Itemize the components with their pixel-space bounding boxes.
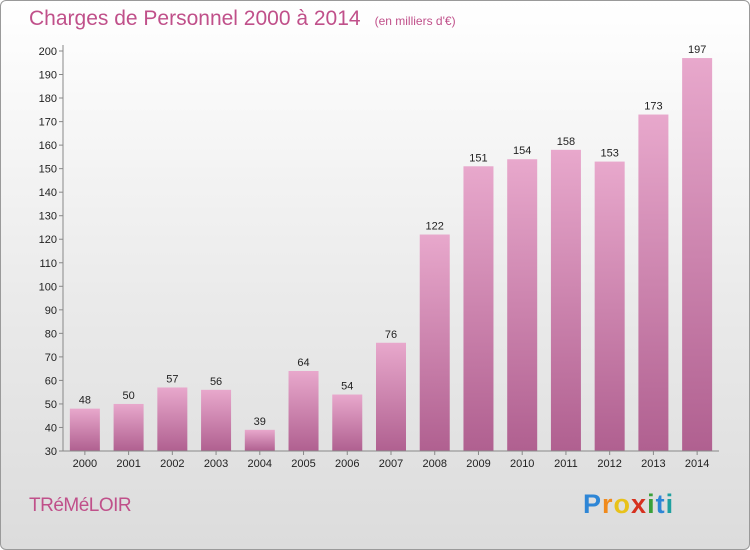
bar-2007	[376, 342, 406, 451]
data-label-2007: 76	[385, 329, 397, 341]
data-label-2013: 173	[644, 101, 662, 113]
x-tick-label-2002: 2002	[160, 458, 184, 470]
brand-letter: i	[665, 489, 675, 519]
data-label-2002: 57	[166, 373, 178, 385]
x-tick-label-2000: 2000	[73, 458, 97, 470]
y-tick-label: 150	[39, 164, 57, 176]
data-label-2003: 56	[210, 376, 222, 388]
x-tick-label-2008: 2008	[422, 458, 446, 470]
brand-letter: r	[602, 489, 614, 519]
data-label-2001: 50	[122, 390, 134, 402]
x-tick-label-2009: 2009	[466, 458, 490, 470]
bars-group: 48 50 57 56 39 64 54 76 122 151 154 158 153 173 197	[69, 44, 713, 451]
x-tick-label-2001: 2001	[116, 458, 140, 470]
data-label-2006: 54	[341, 381, 353, 393]
bar-2008	[419, 234, 450, 451]
x-tick-label-2013: 2013	[641, 458, 665, 470]
commune-name: TRéMéLOIR	[29, 495, 132, 516]
bar-2000	[69, 408, 100, 451]
brand-letter: i	[647, 489, 656, 519]
data-label-2012: 153	[600, 148, 618, 160]
bar-2009	[463, 166, 494, 451]
brand-letter: o	[613, 489, 632, 519]
y-tick-label: 50	[45, 399, 57, 411]
y-tick-label: 160	[39, 140, 57, 152]
x-tick-label-2011: 2011	[554, 458, 578, 470]
y-tick-label: 30	[45, 446, 57, 458]
bar-2014	[682, 58, 713, 451]
data-label-2005: 64	[297, 357, 309, 369]
bar-2002	[157, 387, 188, 451]
bar-2013	[638, 114, 669, 451]
x-axis: 2000 2001 2002 2003 2004 2005 2006 2007 2008 2009…	[63, 450, 719, 470]
data-label-2011: 158	[557, 136, 575, 148]
data-label-2010: 154	[513, 145, 531, 157]
x-tick-label-2006: 2006	[335, 458, 359, 470]
y-tick-label: 180	[39, 93, 57, 105]
x-tick-label-2010: 2010	[510, 458, 534, 470]
bar-2011	[550, 149, 581, 451]
chart-title-main: Charges de Personnel 2000 à 2014	[29, 7, 361, 30]
chart-title: Charges de Personnel 2000 à 2014 (en mill…	[29, 7, 456, 31]
y-tick-label: 80	[45, 328, 57, 340]
data-label-2008: 122	[426, 221, 444, 233]
data-label-2004: 39	[254, 416, 266, 428]
y-tick-label: 40	[45, 422, 57, 434]
y-axis: 30 40 50 60 70 80 90 100 110 120 130 140 150 160 170 18…	[39, 45, 64, 458]
y-tick-label: 110	[39, 258, 57, 270]
bar-2004	[244, 429, 275, 451]
y-tick-label: 90	[45, 305, 57, 317]
bar-2006	[332, 394, 363, 451]
brand-letter: x	[631, 489, 648, 519]
x-tick-label-2012: 2012	[597, 458, 621, 470]
data-label-2014: 197	[688, 44, 706, 56]
data-label-2009: 151	[469, 152, 487, 164]
y-tick-label: 200	[39, 46, 57, 58]
x-tick-label-2005: 2005	[291, 458, 315, 470]
y-tick-label: 100	[39, 281, 57, 293]
data-label-2000: 48	[79, 395, 91, 407]
chart-title-unit: (en milliers d'€)	[374, 14, 456, 28]
y-tick-label: 140	[39, 187, 57, 199]
brand-letter: t	[655, 489, 666, 519]
x-tick-label-2014: 2014	[685, 458, 709, 470]
y-tick-label: 170	[39, 117, 57, 129]
y-tick-label: 120	[39, 234, 57, 246]
bar-2003	[201, 389, 232, 451]
x-tick-label-2003: 2003	[204, 458, 228, 470]
bar-2001	[113, 403, 144, 451]
y-tick-label: 190	[39, 70, 57, 82]
y-tick-label: 70	[45, 352, 57, 364]
y-tick-label: 60	[45, 375, 57, 387]
bar-2005	[288, 371, 319, 451]
brand-letter: P	[583, 489, 603, 519]
bar-2010	[507, 159, 538, 451]
x-tick-label-2007: 2007	[379, 458, 403, 470]
bar-2012	[594, 161, 625, 451]
proxiti-logo[interactable]: Proxiti	[583, 489, 674, 520]
y-tick-label: 130	[39, 211, 57, 223]
x-tick-label-2004: 2004	[248, 458, 272, 470]
